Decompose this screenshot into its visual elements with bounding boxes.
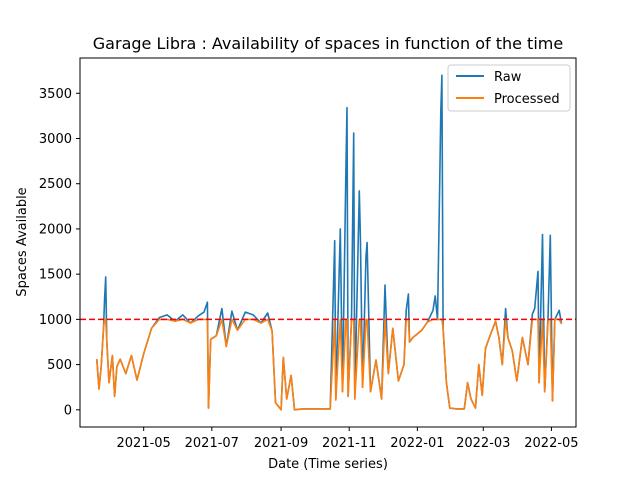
- y-tick-label: 2000: [39, 222, 72, 237]
- plot-area: [79, 57, 577, 428]
- x-axis: 2021-05 2021-07 2021-09 2021-11 2022-01 2022-…: [117, 427, 579, 451]
- y-tick-label: 0: [64, 403, 72, 418]
- x-tick-label: 2022-05: [524, 436, 578, 451]
- y-axis: 0 500 1000 1500 2000 2500 3000 3500: [39, 87, 80, 418]
- plot-frame: [79, 57, 577, 428]
- x-tick-label: 2021-11: [322, 436, 376, 451]
- x-tick-label: 2021-09: [254, 436, 308, 451]
- chart-title: Garage Libra : Availability of spaces in…: [93, 34, 563, 53]
- legend-label-processed: Processed: [494, 92, 560, 107]
- legend-label-raw: Raw: [494, 70, 522, 85]
- x-tick-label: 2022-03: [456, 436, 510, 451]
- y-tick-label: 1000: [39, 313, 72, 328]
- x-axis-title: Date (Time series): [268, 457, 388, 472]
- x-tick-label: 2022-01: [390, 436, 444, 451]
- y-tick-label: 2500: [39, 177, 72, 192]
- x-tick-label: 2021-05: [117, 436, 171, 451]
- y-tick-label: 1500: [39, 268, 72, 283]
- y-tick-label: 3000: [39, 132, 72, 147]
- x-tick-label: 2021-07: [185, 436, 239, 451]
- legend: Raw Processed: [447, 64, 571, 112]
- y-axis-title: Spaces Available: [15, 187, 30, 296]
- y-tick-label: 3500: [39, 87, 72, 102]
- y-tick-label: 500: [47, 358, 72, 373]
